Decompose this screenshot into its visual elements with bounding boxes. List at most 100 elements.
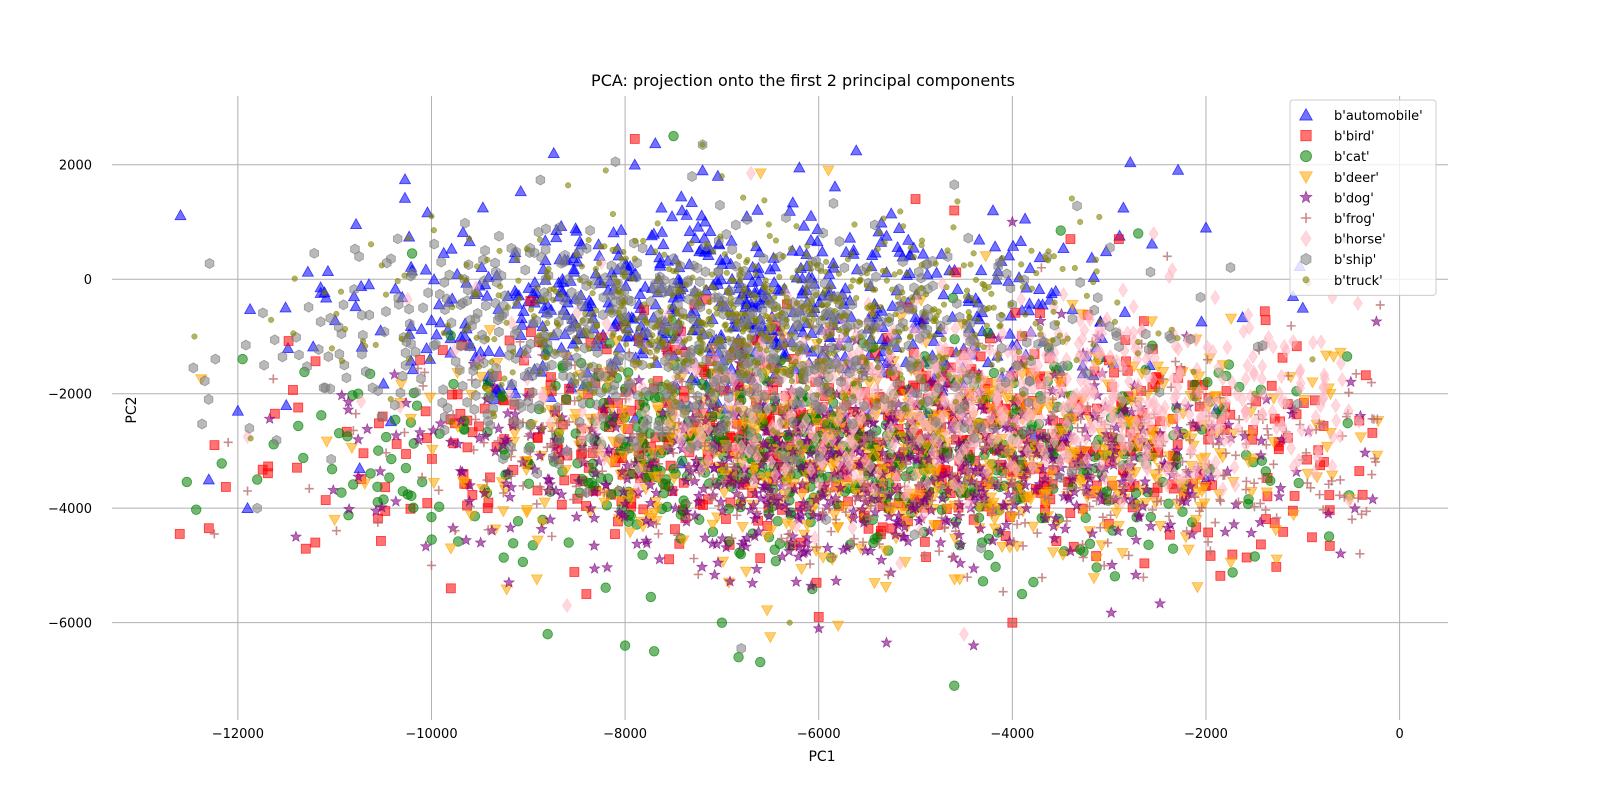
data-point [373, 445, 384, 456]
data-point [300, 543, 311, 554]
data-point [439, 424, 450, 436]
data-point [764, 632, 777, 644]
data-point [675, 190, 688, 202]
data-point [1335, 428, 1346, 444]
data-point [220, 482, 231, 492]
data-point [733, 652, 744, 663]
data-point [559, 475, 570, 486]
data-point [386, 453, 397, 465]
data-point [303, 301, 314, 313]
data-point [321, 264, 335, 276]
data-point [869, 246, 882, 258]
data-point [550, 231, 563, 243]
data-point [1003, 327, 1017, 339]
data-point [336, 487, 347, 498]
data-point [483, 325, 497, 337]
data-point [1255, 434, 1268, 446]
data-point [645, 229, 658, 241]
data-point [664, 554, 675, 565]
data-point [423, 392, 437, 404]
data-point [1210, 289, 1221, 306]
data-point [1117, 201, 1130, 213]
data-point [570, 224, 583, 236]
data-point [507, 538, 519, 549]
data-point [358, 448, 369, 459]
data-point [1058, 286, 1069, 303]
data-point [543, 308, 553, 320]
data-point [681, 241, 695, 253]
data-point [951, 267, 962, 278]
data-point [1118, 282, 1128, 298]
data-point [1224, 313, 1238, 325]
data-point [917, 247, 930, 259]
data-point [688, 231, 702, 243]
data-point [532, 485, 543, 496]
data-point [1128, 325, 1139, 341]
data-point [639, 280, 652, 292]
data-point [391, 439, 402, 449]
data-point [426, 511, 437, 523]
data-point [408, 502, 419, 513]
data-point [1284, 372, 1297, 384]
data-point [891, 240, 904, 253]
data-point [209, 440, 220, 451]
data-point [348, 479, 359, 490]
data-point [988, 367, 1000, 379]
data-point [420, 406, 431, 417]
data-point [304, 484, 314, 494]
data-point [523, 478, 535, 489]
data-point [1354, 432, 1367, 444]
data-point [203, 393, 214, 405]
data-point [772, 515, 783, 527]
data-point [556, 499, 567, 510]
data-point [1055, 225, 1066, 236]
data-point [598, 291, 609, 303]
data-point [1260, 466, 1271, 477]
data-point [243, 486, 253, 496]
data-point [401, 449, 411, 459]
data-point [1337, 372, 1348, 388]
data-point [283, 336, 294, 346]
data-point [742, 214, 752, 225]
data-point [696, 164, 709, 176]
data-point [530, 574, 544, 586]
data-point [559, 465, 573, 477]
data-point [959, 626, 969, 642]
data-point [751, 203, 764, 215]
data-point [634, 287, 647, 299]
data-point [653, 425, 663, 437]
data-point [1118, 305, 1132, 317]
data-point [310, 356, 321, 367]
data-point [653, 552, 666, 565]
data-point [1341, 351, 1353, 362]
data-point [427, 453, 437, 464]
data-point [986, 204, 1000, 216]
data-point [571, 352, 582, 364]
data-point [570, 510, 583, 523]
data-point [1360, 370, 1371, 381]
data-point [426, 534, 437, 545]
data-point [937, 288, 950, 300]
data-point [1144, 343, 1154, 355]
data-point [1207, 480, 1218, 490]
data-point [434, 316, 447, 328]
data-point [448, 378, 459, 390]
data-point [1221, 386, 1232, 396]
data-point [630, 537, 644, 550]
data-point [1045, 286, 1058, 299]
data-point [736, 521, 749, 534]
data-point [532, 499, 542, 509]
data-point [988, 514, 1001, 526]
data-point [1138, 475, 1152, 487]
data-point [1057, 241, 1070, 254]
data-point [680, 208, 693, 220]
data-point [653, 251, 666, 263]
data-point [535, 522, 548, 535]
data-point [485, 391, 496, 403]
data-point [755, 656, 766, 668]
data-point [1139, 558, 1150, 569]
data-point [847, 520, 858, 536]
data-point [657, 237, 670, 250]
data-point [629, 134, 640, 144]
data-point [793, 161, 806, 173]
